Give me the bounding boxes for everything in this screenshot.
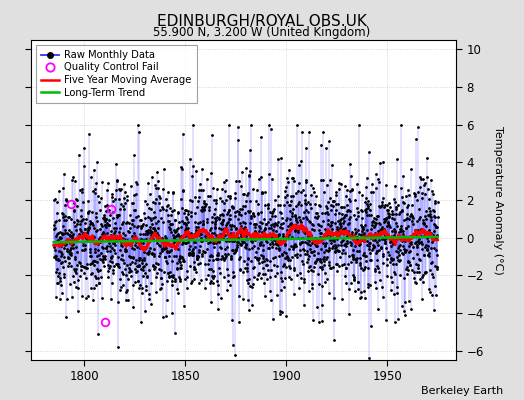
Y-axis label: Temperature Anomaly (°C): Temperature Anomaly (°C) <box>493 126 503 274</box>
Legend: Raw Monthly Data, Quality Control Fail, Five Year Moving Average, Long-Term Tren: Raw Monthly Data, Quality Control Fail, … <box>37 45 197 102</box>
Text: 55.900 N, 3.200 W (United Kingdom): 55.900 N, 3.200 W (United Kingdom) <box>154 26 370 39</box>
Text: EDINBURGH/ROYAL OBS.UK: EDINBURGH/ROYAL OBS.UK <box>157 14 367 29</box>
Text: Berkeley Earth: Berkeley Earth <box>421 386 503 396</box>
